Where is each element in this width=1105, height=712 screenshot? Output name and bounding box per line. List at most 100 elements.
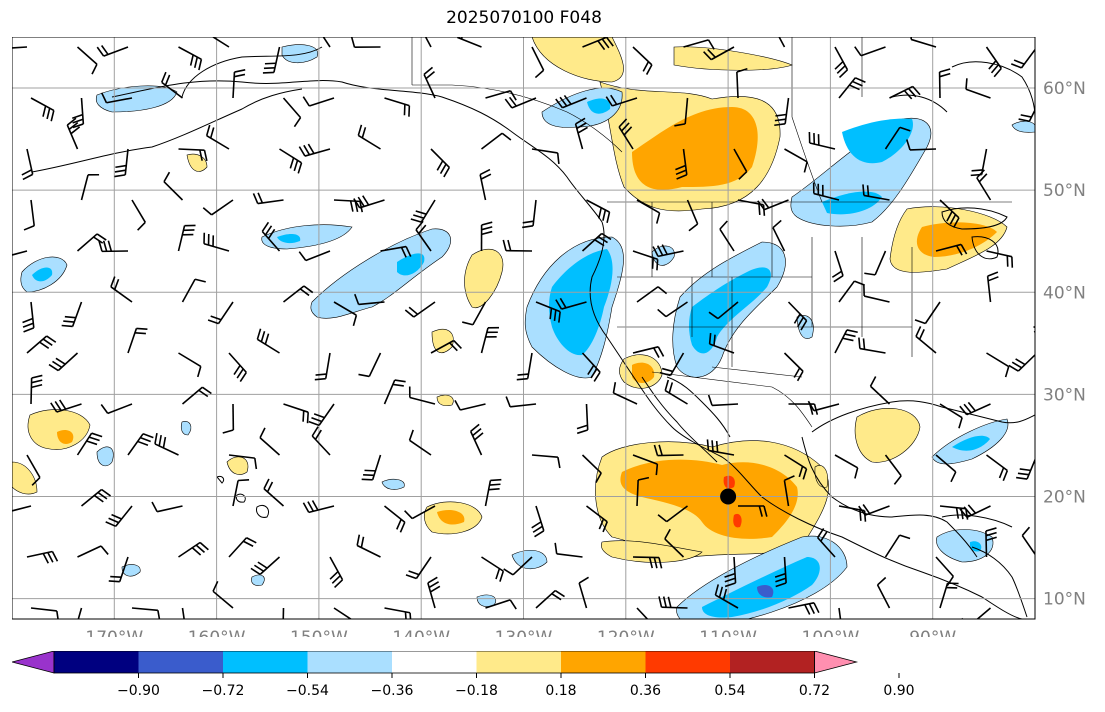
wind-barb	[361, 454, 382, 481]
wind-barb	[100, 92, 133, 104]
wind-barb	[586, 505, 608, 533]
wind-barb	[986, 352, 1010, 378]
wind-barb	[864, 250, 887, 276]
longitude-label: 120°W	[597, 628, 655, 637]
wind-barb	[737, 505, 768, 517]
wind-barb	[657, 505, 688, 523]
wind-barb	[1018, 108, 1035, 123]
wind-barb	[1037, 149, 1061, 170]
wind-barb	[784, 148, 808, 173]
wind-barb	[1016, 457, 1035, 480]
wind-barb	[632, 346, 665, 358]
wind-barb	[469, 423, 484, 456]
colorbar-cell	[392, 651, 477, 673]
wind-barb	[178, 46, 203, 71]
coastlines	[31, 46, 1035, 619]
colorbar-cell	[307, 651, 392, 673]
wind-barb	[808, 131, 836, 150]
wind-barb	[889, 85, 921, 100]
wind-barb	[77, 545, 109, 558]
wind-barb	[308, 403, 335, 427]
wind-barb	[574, 117, 588, 150]
wind-barb	[405, 556, 432, 580]
wind-barb	[358, 352, 382, 378]
wind-barb	[427, 576, 441, 609]
wind-barb	[311, 426, 331, 456]
wind-barb	[632, 46, 653, 75]
wind-barb	[127, 327, 148, 354]
wind-barb	[985, 46, 1002, 78]
wind-barb	[203, 232, 230, 252]
wind-barb	[302, 96, 335, 107]
wind-barb	[283, 285, 314, 303]
wind-barb	[736, 67, 748, 99]
wind-barb	[256, 328, 280, 354]
wind-barb	[618, 118, 634, 150]
colorbar: −0.90 −0.72 −0.54 −0.36 −0.18 0.18 0.36 0.54 0.7…	[12, 651, 915, 699]
wind-barb	[261, 221, 281, 252]
wind-barb	[383, 379, 406, 405]
wind-barb	[915, 326, 937, 354]
wind-barb	[26, 335, 57, 354]
wind-barb	[612, 382, 638, 405]
wind-barb	[380, 245, 412, 258]
colorbar-level-label: 0.54	[714, 683, 745, 699]
wind-barb	[586, 199, 611, 224]
wind-barb	[938, 68, 951, 99]
wind-barb	[657, 301, 688, 318]
wind-barb	[430, 339, 462, 354]
colorbar-cell	[561, 651, 646, 673]
wind-barb	[77, 607, 83, 619]
wind-barb	[114, 148, 129, 178]
longitude-label: 110°W	[699, 628, 757, 637]
colorbar-level-label: −0.54	[286, 683, 329, 699]
wind-barb	[353, 195, 385, 209]
wind-barb	[228, 537, 257, 558]
wind-barb	[384, 607, 412, 619]
wind-barb	[21, 148, 34, 181]
wind-barb	[131, 607, 161, 619]
wind-barb	[424, 37, 432, 48]
wind-barb	[212, 580, 234, 609]
wind-barb	[724, 556, 737, 588]
wind-barb	[774, 556, 787, 588]
wind-barb	[479, 168, 492, 201]
wind-barb	[778, 37, 786, 48]
wind-barb	[98, 240, 129, 253]
wind-barb	[232, 69, 246, 99]
wind-barb	[333, 301, 358, 327]
wind-barb	[462, 301, 487, 326]
wind-barb	[181, 607, 185, 619]
longitude-label: 150°W	[290, 628, 348, 637]
wind-barb	[503, 556, 533, 576]
wind-barb	[408, 429, 432, 456]
colorbar-cell	[730, 651, 815, 673]
wind-barb	[282, 607, 285, 619]
wind-barb	[279, 148, 303, 174]
wind-barb	[222, 403, 235, 434]
colorbar-cell	[223, 651, 308, 673]
wind-barb	[178, 352, 202, 378]
wind-barb	[787, 301, 808, 331]
wind-barb	[959, 504, 991, 518]
wind-barb	[869, 376, 891, 405]
wind-barb	[161, 71, 183, 99]
latitude-label: 10°N	[1043, 590, 1086, 610]
wind-barb	[876, 576, 891, 609]
wind-barb	[910, 37, 937, 48]
wind-barb	[282, 97, 302, 128]
wind-barb	[935, 454, 957, 483]
wind-barb	[1008, 353, 1035, 372]
wind-barb	[636, 476, 650, 507]
wind-barb	[100, 403, 133, 415]
wind-barbs	[12, 37, 1061, 619]
wind-barb	[502, 239, 533, 252]
wind-barb	[959, 401, 991, 416]
wind-barb	[480, 221, 493, 252]
longitude-label: 140°W	[392, 628, 450, 637]
wind-barb	[675, 148, 688, 180]
wind-barb	[636, 199, 661, 224]
wind-barb	[555, 297, 587, 310]
wind-barb	[410, 199, 436, 223]
wind-barb	[298, 143, 331, 157]
